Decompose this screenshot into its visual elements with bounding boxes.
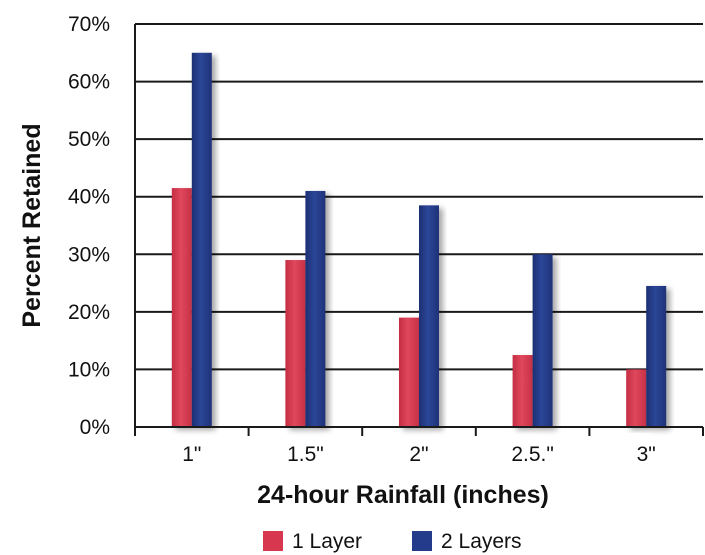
bar-2-layers xyxy=(305,190,326,427)
y-tick-label: 10% xyxy=(68,358,110,381)
y-tick-label: 30% xyxy=(68,243,110,266)
x-axis-title: 24-hour Rainfall (inches) xyxy=(257,481,549,509)
legend-label: 1 Layer xyxy=(292,530,362,553)
x-tick-label: 2.5." xyxy=(511,443,553,466)
x-tick-label: 3" xyxy=(637,443,656,466)
y-tick-label: 20% xyxy=(68,301,110,324)
bars xyxy=(171,52,667,428)
bar-1-layer xyxy=(285,260,306,427)
axes: 0% 10% 20% 30% 40% 50% 60% 70% 1" 1.5" 2" 2.5." 3" xyxy=(68,13,704,466)
y-tick-label: 60% xyxy=(68,71,110,94)
bar-2-layers xyxy=(532,254,553,427)
bar-1-layer xyxy=(171,188,192,427)
bar-2-layers xyxy=(419,205,439,427)
bar-2-layers xyxy=(646,285,667,427)
legend-swatch xyxy=(412,531,432,551)
x-tick-label: 1" xyxy=(182,443,201,466)
x-tick-label: 1.5" xyxy=(287,443,324,466)
y-tick-label: 0% xyxy=(80,416,110,439)
legend-label: 2 Layers xyxy=(441,530,522,553)
y-axis-title: Percent Retained xyxy=(18,123,46,327)
bar-1-layer xyxy=(399,317,419,427)
legend-swatch xyxy=(263,531,283,551)
y-tick-label: 50% xyxy=(68,128,110,151)
bar-1-layer xyxy=(626,369,647,427)
y-tick-label: 40% xyxy=(68,186,110,209)
bar-2-layers xyxy=(191,52,212,428)
legend: 1 Layer 2 Layers xyxy=(263,530,522,553)
bar-1-layer xyxy=(512,355,533,427)
y-tick-label: 70% xyxy=(68,13,110,36)
x-tick-label: 2" xyxy=(409,443,428,466)
